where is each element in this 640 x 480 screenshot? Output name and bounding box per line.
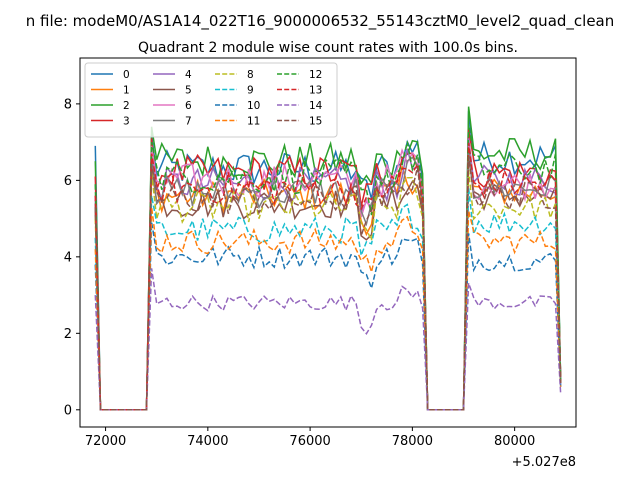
legend-label-10: 10 xyxy=(247,100,260,112)
legend-label-9: 9 xyxy=(247,85,254,97)
x-offset-label: +5.027e8 xyxy=(512,455,576,470)
y-tick-label: 0 xyxy=(64,403,72,418)
y-tick-label: 8 xyxy=(64,97,72,112)
x-tick-label: 76000 xyxy=(289,434,330,449)
legend-label-2: 2 xyxy=(123,100,130,112)
x-tick-label: 72000 xyxy=(85,434,126,449)
y-tick-label: 4 xyxy=(64,250,72,265)
x-tick-label: 80000 xyxy=(494,434,535,449)
legend-label-7: 7 xyxy=(185,116,192,128)
legend-label-11: 11 xyxy=(247,116,260,128)
legend-box xyxy=(84,62,338,138)
series-line-14 xyxy=(94,268,562,411)
x-tick-label: 78000 xyxy=(392,434,433,449)
series-line-15 xyxy=(94,156,562,411)
plot-lines xyxy=(94,106,562,411)
legend-label-0: 0 xyxy=(123,69,130,81)
series-line-4 xyxy=(94,138,562,411)
legend-label-14: 14 xyxy=(309,100,323,112)
figure-suptitle: n file: modeM0/AS1A14_022T16_9000006532_… xyxy=(26,12,615,31)
legend-label-1: 1 xyxy=(123,85,130,97)
legend-label-8: 8 xyxy=(247,69,254,81)
legend-label-5: 5 xyxy=(185,85,192,97)
chart-title: Quadrant 2 module wise count rates with … xyxy=(138,40,518,56)
legend-label-12: 12 xyxy=(309,69,322,81)
legend-label-13: 13 xyxy=(309,85,322,97)
axes: 72000 74000 76000 78000 80000 0 2 4 6 8 xyxy=(64,57,577,449)
legend-label-6: 6 xyxy=(185,100,192,112)
series-line-13 xyxy=(94,142,562,411)
series-line-11 xyxy=(94,207,562,411)
series-line-12 xyxy=(94,124,562,411)
series-line-8 xyxy=(94,169,562,411)
y-tick-label: 6 xyxy=(64,174,72,189)
y-tick-label: 2 xyxy=(64,327,72,342)
series-line-10 xyxy=(94,222,562,411)
series-line-2 xyxy=(94,106,562,411)
series-line-9 xyxy=(94,188,562,411)
x-tick-label: 74000 xyxy=(187,434,228,449)
plot-frame xyxy=(79,57,577,428)
legend-label-4: 4 xyxy=(185,69,192,81)
legend-label-3: 3 xyxy=(123,116,130,128)
legend-label-15: 15 xyxy=(309,116,322,128)
